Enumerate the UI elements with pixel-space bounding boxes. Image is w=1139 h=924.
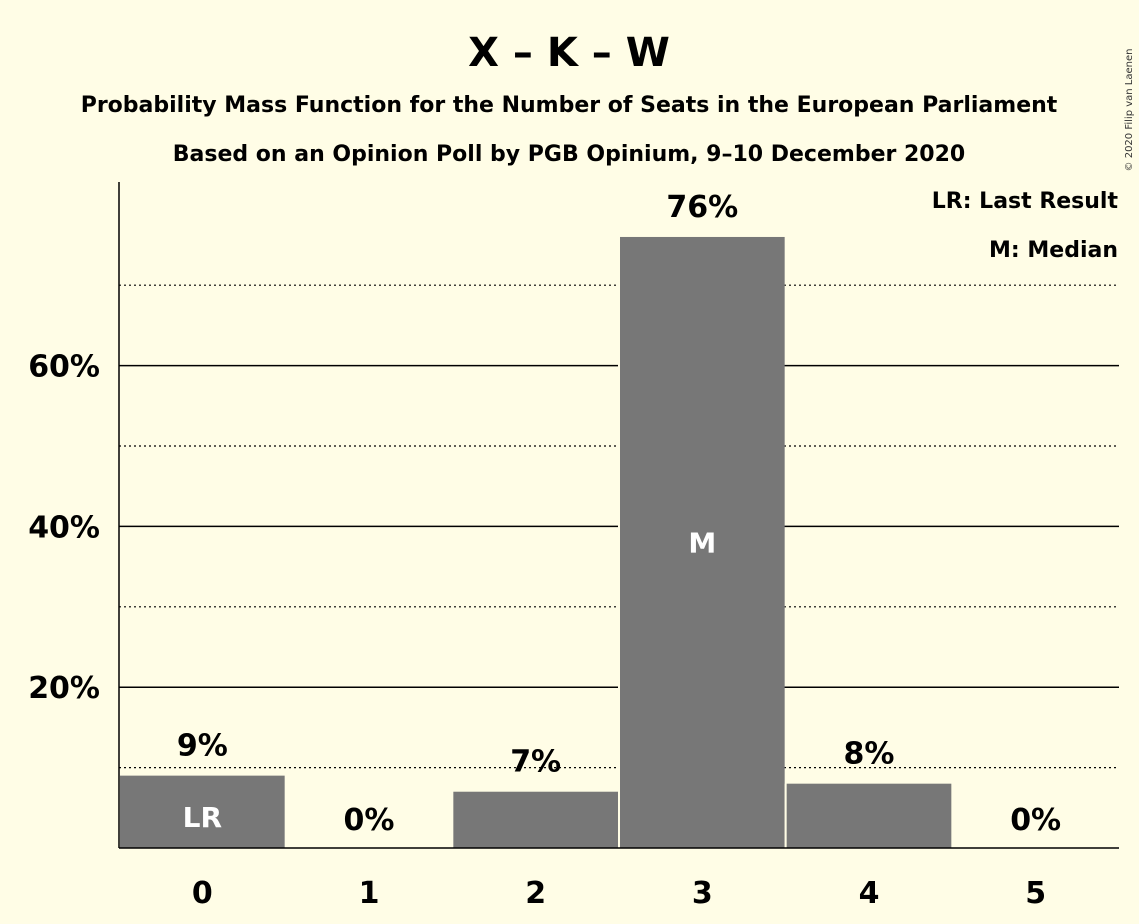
x-tick-label: 2 <box>525 876 546 911</box>
bars <box>118 236 952 848</box>
y-tick-label: 20% <box>28 671 100 706</box>
bar-value-label: 0% <box>344 803 395 838</box>
y-tick-label: 40% <box>28 510 100 545</box>
y-tick-label: 60% <box>28 350 100 385</box>
legend-last-result: LR: Last Result <box>932 189 1119 214</box>
bar <box>786 783 952 848</box>
bar <box>453 791 618 848</box>
bar <box>620 236 785 848</box>
legend-median: M: Median <box>989 238 1118 263</box>
x-tick-label: 5 <box>1025 876 1046 911</box>
chart-subtitle: Probability Mass Function for the Number… <box>81 93 1058 118</box>
bar-value-label: 0% <box>1010 803 1061 838</box>
x-tick-label: 4 <box>859 876 880 911</box>
copyright-note: © 2020 Filip van Laenen <box>1124 49 1135 172</box>
bar-marker-label: M <box>688 526 716 559</box>
bar-value-label: 7% <box>510 745 561 780</box>
bar-value-label: 8% <box>844 737 895 772</box>
bar-value-label: 76% <box>666 190 738 225</box>
bar-value-label: 9% <box>177 729 228 764</box>
x-tick-label: 1 <box>359 876 380 911</box>
bar <box>120 775 285 848</box>
bar-marker-label: LR <box>183 801 222 834</box>
x-tick-label: 3 <box>692 876 713 911</box>
chart-subtitle-2: Based on an Opinion Poll by PGB Opinium,… <box>173 142 965 167</box>
x-tick-label: 0 <box>192 876 213 911</box>
chart-title: X – K – W <box>468 30 670 76</box>
